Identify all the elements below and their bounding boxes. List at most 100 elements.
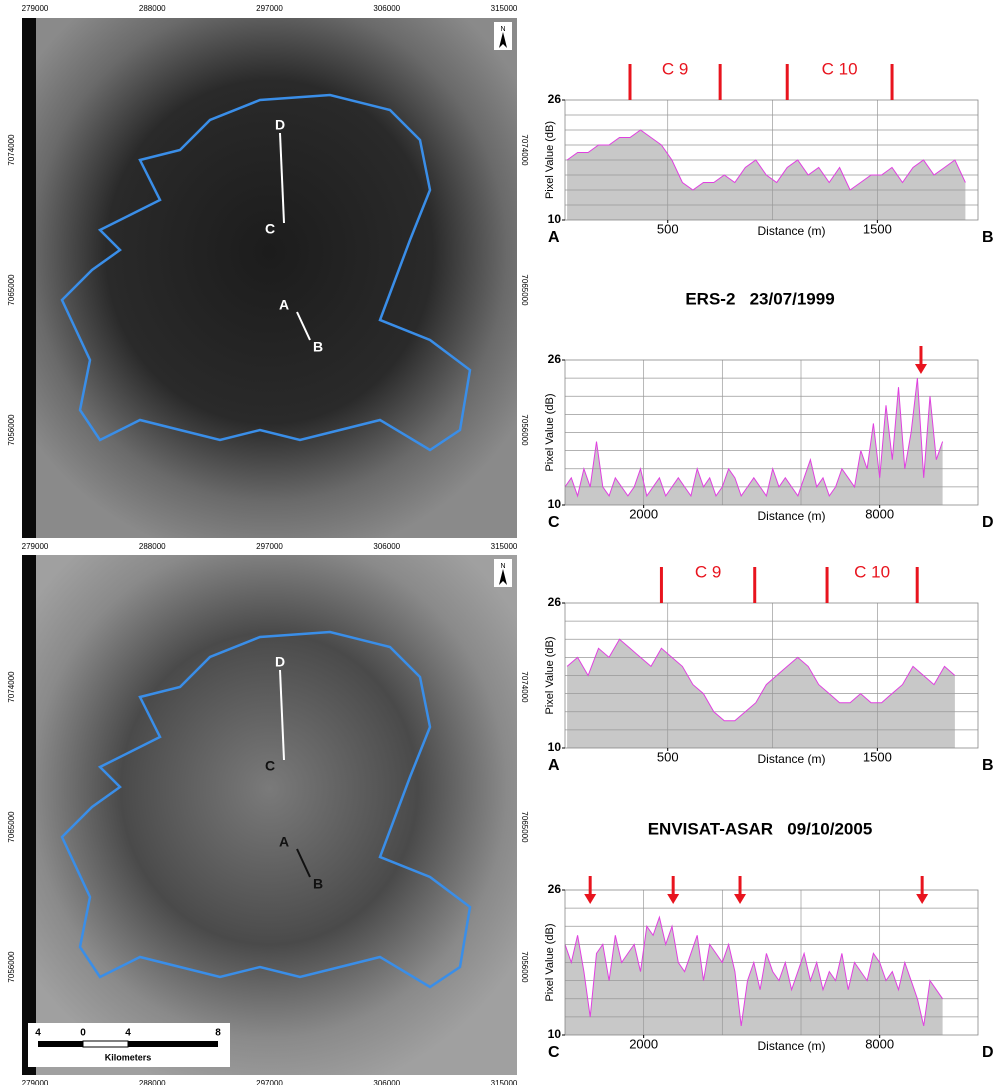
map-tick-label: 315000 xyxy=(491,1079,518,1085)
y-tick-label: 10 xyxy=(548,212,562,226)
plot-border xyxy=(564,889,979,1036)
map-tick-label: 306000 xyxy=(373,542,400,551)
x-tick-label: 500 xyxy=(657,221,679,236)
profile-area xyxy=(565,378,943,505)
end-label: B xyxy=(982,757,994,774)
map-tick-label: 7074000 xyxy=(520,134,529,166)
sar-image: D C A B N xyxy=(22,18,517,538)
y-tick-label: 26 xyxy=(548,92,562,106)
map-tick-label: 297000 xyxy=(256,542,283,551)
y-axis-label: Pixel Value (dB) xyxy=(544,393,556,471)
chart-caption: ERS-2 23/07/1999 xyxy=(685,289,834,308)
arrow-head xyxy=(914,364,927,374)
transect-label: D xyxy=(275,654,285,670)
scale-bar-segment xyxy=(128,1041,218,1047)
scale-bar-tick: 4 xyxy=(35,1028,41,1039)
map-tick-label: 279000 xyxy=(22,542,49,551)
map-tick-label: 297000 xyxy=(256,1079,283,1085)
map-tick-label: 7074000 xyxy=(520,671,529,703)
plot-border xyxy=(564,359,979,506)
map-tick-label: 279000 xyxy=(22,1079,49,1085)
map-tick-label: 7065000 xyxy=(520,274,529,306)
x-axis-label: Distance (m) xyxy=(757,509,825,523)
y-tick-label: 26 xyxy=(548,595,562,609)
section-label: C 9 xyxy=(695,562,721,581)
start-label: A xyxy=(548,229,560,246)
plot-border xyxy=(564,602,979,749)
north-label: N xyxy=(500,26,505,33)
north-arrow xyxy=(499,569,507,585)
chart-caption: ENVISAT-ASAR 09/10/2005 xyxy=(648,819,873,838)
x-axis-label: Distance (m) xyxy=(757,1039,825,1053)
y-axis-label: Pixel Value (dB) xyxy=(544,121,556,199)
scale-bar-segment xyxy=(82,1040,129,1048)
transect-cd xyxy=(279,669,285,761)
transect-label: D xyxy=(275,117,285,133)
arrow-head xyxy=(916,894,929,904)
transect-label: C xyxy=(265,221,275,237)
y-axis-label: Pixel Value (dB) xyxy=(544,923,556,1001)
image-edge xyxy=(22,18,36,538)
scale-bar-tick: 8 xyxy=(215,1028,221,1039)
x-tick-label: 2000 xyxy=(629,506,658,521)
x-tick-label: 2000 xyxy=(629,1036,658,1051)
profile-area xyxy=(567,639,955,748)
start-label: A xyxy=(548,757,560,774)
map-tick-label: 315000 xyxy=(491,4,518,13)
north-arrow xyxy=(499,32,507,48)
image-background xyxy=(22,18,517,538)
map-tick-label: 7056000 xyxy=(520,414,529,446)
transect-label: B xyxy=(313,876,323,892)
map-tick-label: 279000 xyxy=(22,4,49,13)
arrow-head xyxy=(667,894,680,904)
end-label: D xyxy=(982,1044,994,1061)
y-tick-label: 10 xyxy=(548,1027,562,1041)
y-tick-label: 10 xyxy=(548,740,562,754)
map-tick-label: 288000 xyxy=(139,4,166,13)
x-tick-label: 500 xyxy=(657,749,679,764)
transect-label: A xyxy=(279,297,289,313)
x-tick-label: 8000 xyxy=(865,506,894,521)
map-tick-label: 306000 xyxy=(373,4,400,13)
plot-border xyxy=(564,99,979,221)
start-label: C xyxy=(548,1044,560,1061)
map-tick-label: 7056000 xyxy=(7,414,16,446)
map-tick-label: 7056000 xyxy=(520,951,529,983)
transect-cd xyxy=(279,132,285,224)
transect-ab xyxy=(296,848,311,878)
x-tick-label: 1500 xyxy=(863,749,892,764)
map-tick-label: 7056000 xyxy=(7,951,16,983)
transect-label: A xyxy=(279,834,289,850)
map-tick-label: 7065000 xyxy=(520,811,529,843)
profile-line xyxy=(566,638,956,722)
arrow-head xyxy=(734,894,747,904)
map-tick-label: 306000 xyxy=(373,1079,400,1085)
profile-line xyxy=(564,378,944,498)
y-tick-label: 26 xyxy=(548,882,562,896)
start-label: C xyxy=(548,514,560,531)
map-tick-label: 288000 xyxy=(139,542,166,551)
profile-line xyxy=(564,915,944,1027)
x-tick-label: 1500 xyxy=(863,221,892,236)
sar-image: D C A B N 4 0 4 8 Kilometers xyxy=(22,555,517,1075)
scale-bar-label: Kilometers xyxy=(105,1052,152,1062)
north-label: N xyxy=(500,563,505,570)
section-label: C 10 xyxy=(854,562,890,581)
section-label: C 10 xyxy=(822,59,858,78)
scale-bar-segment xyxy=(38,1041,83,1047)
section-label: C 9 xyxy=(662,59,688,78)
transect-label: C xyxy=(265,758,275,774)
image-edge xyxy=(22,555,36,1075)
map-tick-label: 288000 xyxy=(139,1079,166,1085)
x-tick-label: 8000 xyxy=(865,1036,894,1051)
map-tick-label: 297000 xyxy=(256,4,283,13)
y-axis-label: Pixel Value (dB) xyxy=(544,636,556,714)
map-tick-label: 7065000 xyxy=(7,811,16,843)
x-axis-label: Distance (m) xyxy=(757,224,825,238)
transect-ab xyxy=(296,311,311,341)
profile-area xyxy=(565,917,943,1035)
transect-label: B xyxy=(313,339,323,355)
scale-bar-tick: 4 xyxy=(125,1028,131,1039)
profile-line xyxy=(566,129,966,191)
